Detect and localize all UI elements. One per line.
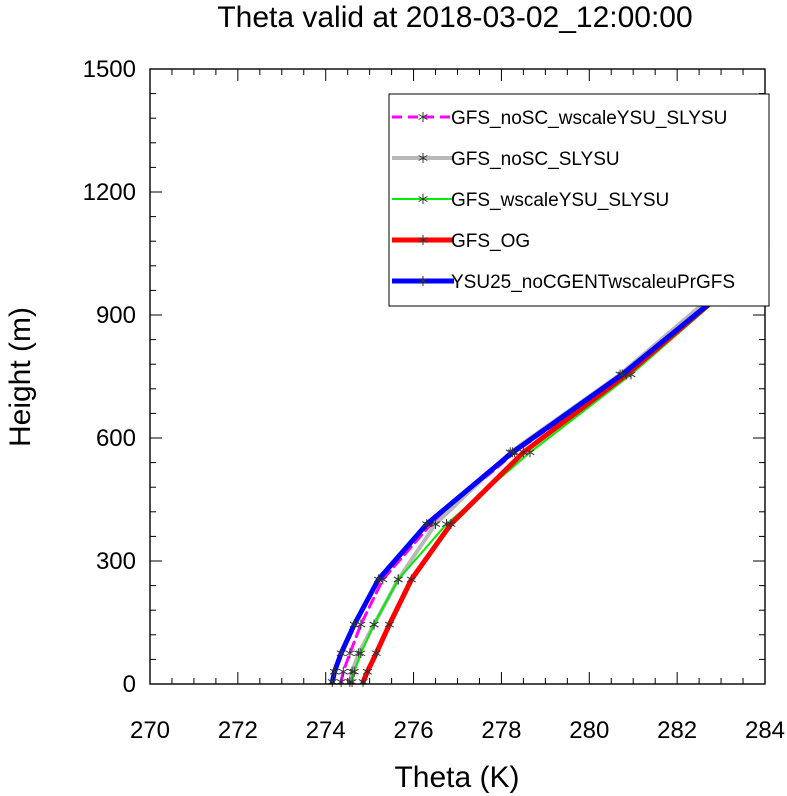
series-point: [345, 648, 355, 659]
x-tick-label: 270: [130, 717, 170, 744]
y-tick-label: 900: [96, 302, 136, 329]
series-point: [349, 666, 359, 677]
y-axis-label: Height (m): [4, 307, 37, 447]
series-point: [338, 666, 348, 677]
series-point: [329, 666, 340, 677]
series-point: [336, 676, 346, 687]
x-tick-label: 280: [569, 717, 609, 744]
series-point: [349, 619, 359, 630]
legend-label: GFS_noSC_SLYSU: [451, 149, 620, 170]
legend-marker: [418, 276, 428, 286]
legend-entry: GFS_noSC_wscaleYSU_SLYSU: [392, 108, 727, 129]
legend-marker: [418, 112, 428, 122]
x-axis-label: Theta (K): [394, 761, 519, 794]
legend-entry: GFS_noSC_SLYSU: [392, 149, 620, 170]
x-tick-label: 284: [745, 717, 785, 744]
legend-entry: GFS_wscaleYSU_SLYSU: [392, 190, 669, 211]
plot-frame: [149, 68, 766, 685]
series-line: [360, 242, 768, 685]
y-tick-label: 1200: [83, 179, 136, 206]
series-point: [369, 619, 379, 630]
series-line: [329, 242, 768, 685]
y-tick-label: 600: [96, 425, 136, 452]
series-point: [422, 519, 432, 530]
series-point: [518, 447, 528, 458]
legend-marker: [418, 194, 428, 204]
series-point: [384, 619, 394, 630]
series-point: [373, 574, 384, 585]
y-tick-label: 0: [123, 671, 136, 698]
x-tick-label: 274: [306, 717, 346, 744]
x-tick-label: 272: [218, 717, 258, 744]
legend-label: GFS_wscaleYSU_SLYSU: [451, 190, 669, 211]
series-point: [393, 574, 403, 585]
series-point: [371, 648, 381, 659]
x-tick-label: 282: [657, 717, 697, 744]
legend-label: GFS_noSC_wscaleYSU_SLYSU: [451, 108, 727, 129]
y-tick-label: 300: [96, 548, 136, 575]
x-tick-label: 276: [394, 717, 434, 744]
legend-label: YSU25_noCGENTwscaleuPrGFS: [451, 272, 735, 293]
series-line: [347, 239, 767, 684]
legend-marker: [418, 153, 428, 163]
x-tick-label: 278: [481, 717, 521, 744]
series-point: [446, 519, 456, 530]
legend: GFS_noSC_wscaleYSU_SLYSU GFS_noSC_SLYSU GF…: [388, 93, 770, 307]
chart-title: Theta valid at 2018-03-02_12:00:00: [217, 1, 692, 34]
legend-label: GFS_OG: [451, 231, 530, 252]
axis-ticks: 270 272 274 276 278 280 282 284 0 300 600 900 1200 15…: [83, 56, 785, 744]
series-point: [617, 369, 627, 380]
series-point: [356, 648, 366, 659]
y-tick-label: 1500: [83, 56, 136, 83]
series-point: [336, 648, 346, 659]
series-point: [362, 666, 373, 677]
legend-entry: YSU25_noCGENTwscaleuPrGFS: [392, 272, 735, 293]
series-point: [507, 447, 517, 458]
legend-entry: GFS_OG: [392, 231, 530, 252]
series-point: [406, 574, 416, 585]
legend-marker: [418, 235, 428, 245]
